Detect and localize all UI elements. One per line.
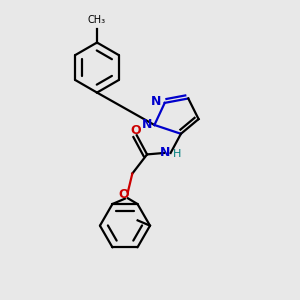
Text: O: O bbox=[118, 188, 129, 201]
Text: CH₃: CH₃ bbox=[88, 15, 106, 25]
Text: N: N bbox=[160, 146, 170, 159]
Text: O: O bbox=[130, 124, 141, 137]
Text: N: N bbox=[151, 95, 162, 108]
Text: N: N bbox=[142, 118, 152, 131]
Text: H: H bbox=[173, 149, 181, 159]
